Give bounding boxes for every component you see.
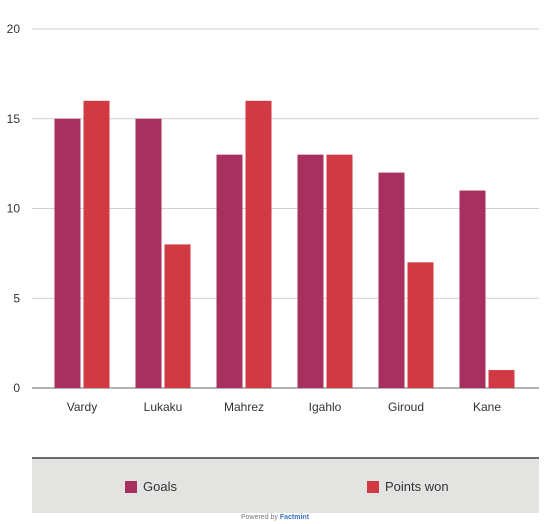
y-tick-label-20: 20 (7, 22, 21, 36)
x-tick-label-kane: Kane (473, 400, 501, 414)
legend-swatch-goals (125, 480, 137, 493)
legend: Goals Points won (32, 457, 539, 513)
bar-points-won-mahrez[interactable] (245, 100, 272, 389)
y-tick-label-0: 0 (13, 381, 20, 395)
footer-brand[interactable]: Factmint (279, 514, 310, 521)
x-tick-label-giroud: Giroud (388, 400, 424, 414)
x-axis-tick-labels: Vardy Lukaku Mahrez Igahlo Giroud Kane (67, 400, 502, 414)
y-tick-label-10: 10 (7, 202, 21, 216)
y-tick-label-15: 15 (7, 112, 21, 126)
legend-swatch-points-won (367, 480, 379, 493)
bar-points-won-vardy[interactable] (83, 100, 110, 389)
x-tick-label-lukaku: Lukaku (144, 400, 183, 414)
bar-goals-lukaku[interactable] (135, 118, 162, 388)
bar-points-won-igahlo[interactable] (326, 154, 353, 388)
x-tick-label-vardy: Vardy (67, 400, 97, 414)
legend-item-goals[interactable]: Goals (125, 479, 177, 494)
grid-lines (32, 28, 539, 389)
footer-prefix: Powered by (240, 514, 278, 521)
bar-goals-kane[interactable] (459, 190, 486, 388)
y-axis-tick-labels: 0 5 10 15 20 (7, 22, 21, 395)
legend-label-points-won: Points won (385, 479, 449, 494)
legend-label-goals: Goals (143, 479, 177, 494)
bar-goals-igahlo[interactable] (297, 154, 324, 388)
bar-goals-giroud[interactable] (378, 172, 405, 388)
bar-goals-vardy[interactable] (54, 118, 81, 388)
bar-points-won-kane[interactable] (488, 370, 515, 388)
bar-goals-mahrez[interactable] (216, 154, 243, 388)
bar-points-won-lukaku[interactable] (164, 244, 191, 388)
footer: Powered by Factmint (0, 514, 550, 521)
bars (54, 100, 515, 389)
x-tick-label-mahrez: Mahrez (224, 400, 264, 414)
bar-points-won-giroud[interactable] (407, 262, 434, 388)
bar-chart: 0 5 10 15 20 Vardy Lukaku Mahrez Igahlo Giroud Ka… (7, 22, 539, 414)
legend-item-points-won[interactable]: Points won (367, 479, 449, 494)
x-tick-label-igahlo: Igahlo (309, 400, 342, 414)
y-tick-label-5: 5 (13, 291, 20, 305)
